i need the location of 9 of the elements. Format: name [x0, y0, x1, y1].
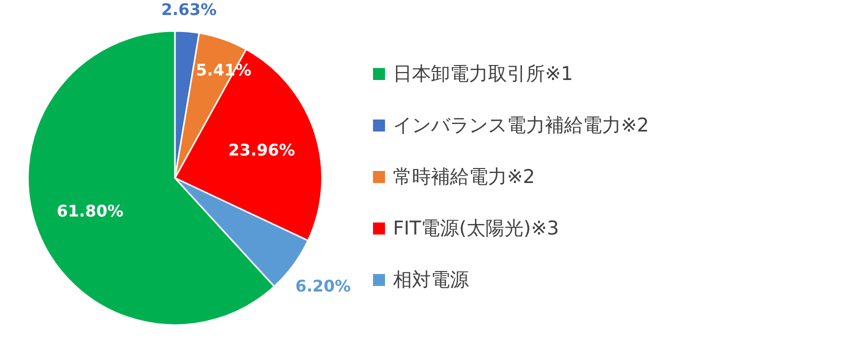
legend-label: 相対電源	[393, 269, 469, 291]
data-label: 61.80%	[56, 202, 124, 221]
legend-label: FIT電源(太陽光)※3	[393, 218, 559, 240]
data-label: 2.63%	[161, 0, 217, 20]
data-label: 23.96%	[228, 140, 296, 160]
data-label: 6.20%	[295, 276, 351, 296]
legend-label: 日本卸電力取引所※1	[393, 63, 574, 85]
legend-label: インバランス電力補給電力※2	[393, 114, 650, 136]
legend-label: 常時補給電力※2	[393, 166, 536, 188]
